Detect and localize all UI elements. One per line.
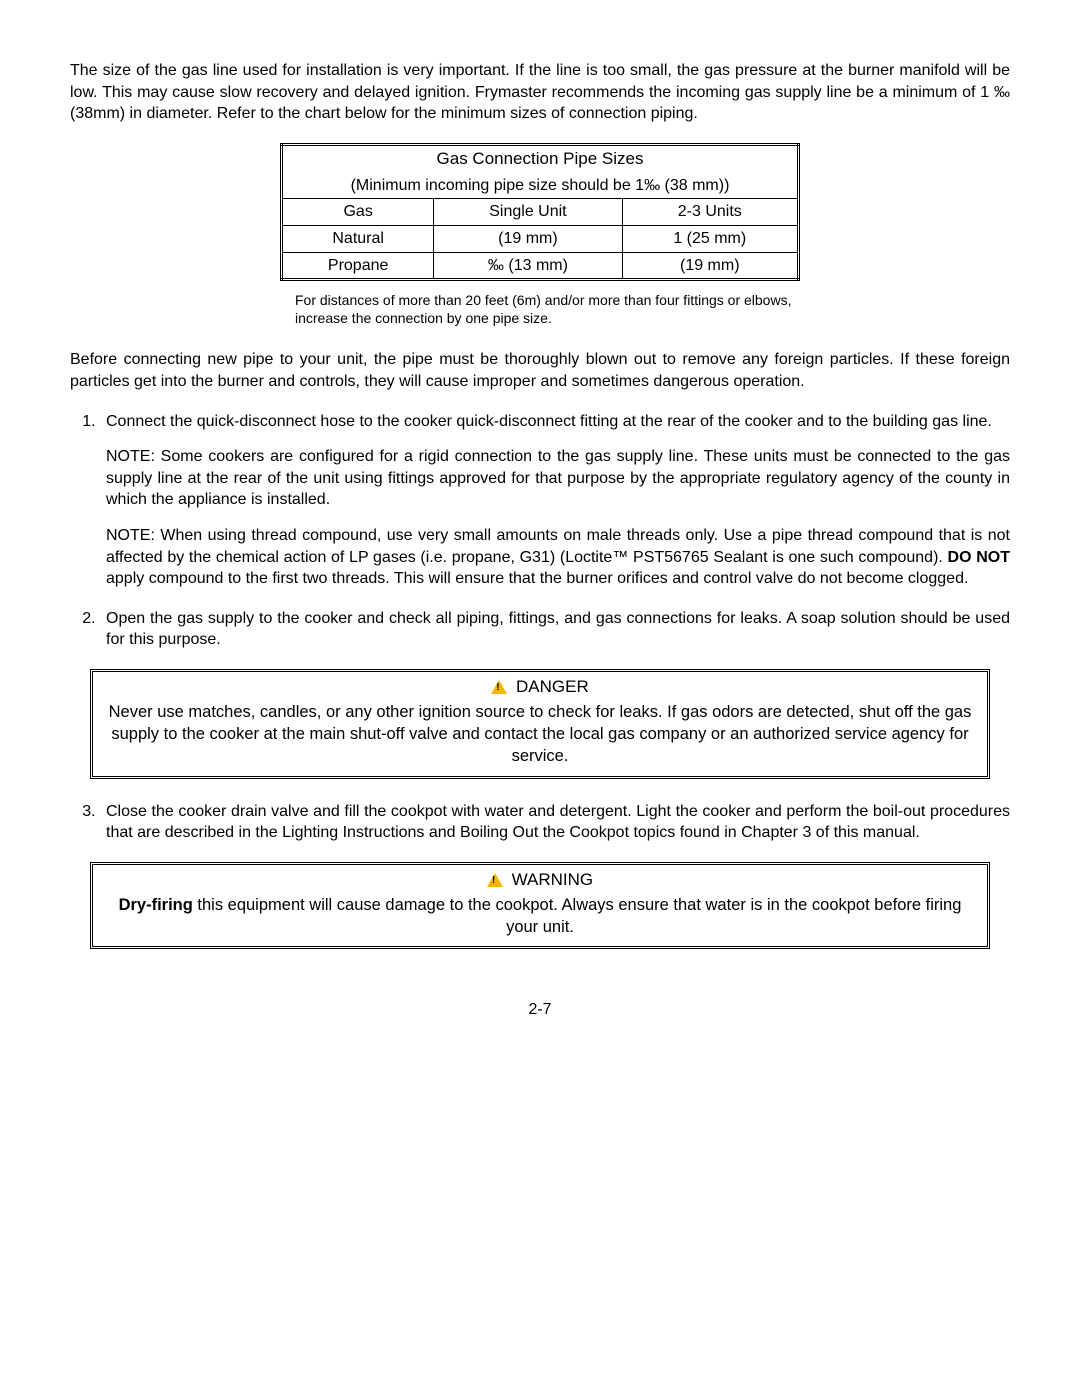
pipe-size-table-wrap: Gas Connection Pipe Sizes (Minimum incom… bbox=[70, 143, 1010, 281]
step1-main: Connect the quick-disconnect hose to the… bbox=[106, 413, 992, 430]
step1-note2: NOTE: When using thread compound, use ve… bbox=[106, 525, 1010, 590]
step1-note2b: apply compound to the first two threads.… bbox=[106, 570, 968, 587]
warning-title-row: WARNING bbox=[107, 869, 973, 892]
step1-note2a: NOTE: When using thread compound, use ve… bbox=[106, 527, 1010, 566]
step1-note1: NOTE: Some cookers are configured for a … bbox=[106, 446, 1010, 511]
warning-box: WARNING Dry-firing this equipment will c… bbox=[90, 862, 990, 949]
steps-list: Connect the quick-disconnect hose to the… bbox=[70, 411, 1010, 651]
danger-box: DANGER Never use matches, candles, or an… bbox=[90, 669, 990, 779]
warning-lead: Dry-firing bbox=[119, 896, 193, 914]
table-header-row: Gas Single Unit 2-3 Units bbox=[282, 199, 799, 226]
cell-single: (19 mm) bbox=[434, 225, 622, 252]
danger-title-row: DANGER bbox=[107, 676, 973, 699]
warning-body: Dry-firing this equipment will cause dam… bbox=[107, 894, 973, 939]
step-1: Connect the quick-disconnect hose to the… bbox=[100, 411, 1010, 590]
table-title: Gas Connection Pipe Sizes bbox=[282, 144, 799, 172]
danger-body: Never use matches, candles, or any other… bbox=[107, 701, 973, 768]
warning-triangle-icon bbox=[491, 680, 507, 694]
table-row: Natural (19 mm) 1 (25 mm) bbox=[282, 225, 799, 252]
header-gas: Gas bbox=[282, 199, 434, 226]
pipe-size-table: Gas Connection Pipe Sizes (Minimum incom… bbox=[280, 143, 800, 281]
danger-title: DANGER bbox=[516, 677, 589, 696]
step1-note2-bold: DO NOT bbox=[948, 549, 1010, 566]
table-row: Propane ‰ (13 mm) (19 mm) bbox=[282, 252, 799, 280]
cell-multi: 1 (25 mm) bbox=[622, 225, 798, 252]
before-connecting-paragraph: Before connecting new pipe to your unit,… bbox=[70, 349, 1010, 392]
cell-single: ‰ (13 mm) bbox=[434, 252, 622, 280]
intro-paragraph: The size of the gas line used for instal… bbox=[70, 60, 1010, 125]
step-2: Open the gas supply to the cooker and ch… bbox=[100, 608, 1010, 651]
warning-title: WARNING bbox=[512, 870, 594, 889]
warning-triangle-icon bbox=[487, 873, 503, 887]
warning-body-text: this equipment will cause damage to the … bbox=[193, 896, 962, 936]
step3-e: topics found in Chapter 3 of this manual… bbox=[629, 824, 920, 841]
cell-gas: Propane bbox=[282, 252, 434, 280]
cell-multi: (19 mm) bbox=[622, 252, 798, 280]
step3-c: and bbox=[424, 824, 460, 841]
table-footnote: For distances of more than 20 feet (6m) … bbox=[265, 291, 815, 327]
header-single: Single Unit bbox=[434, 199, 622, 226]
page-number: 2-7 bbox=[70, 999, 1010, 1021]
header-multi: 2-3 Units bbox=[622, 199, 798, 226]
cell-gas: Natural bbox=[282, 225, 434, 252]
step-3: Close the cooker drain valve and fill th… bbox=[100, 801, 1010, 844]
steps-list-continued: Close the cooker drain valve and fill th… bbox=[70, 801, 1010, 844]
step3-b: Lighting Instructions bbox=[282, 824, 424, 841]
table-subtitle: (Minimum incoming pipe size should be 1‰… bbox=[282, 173, 799, 199]
step3-d: Boiling Out the Cookpot bbox=[460, 824, 629, 841]
